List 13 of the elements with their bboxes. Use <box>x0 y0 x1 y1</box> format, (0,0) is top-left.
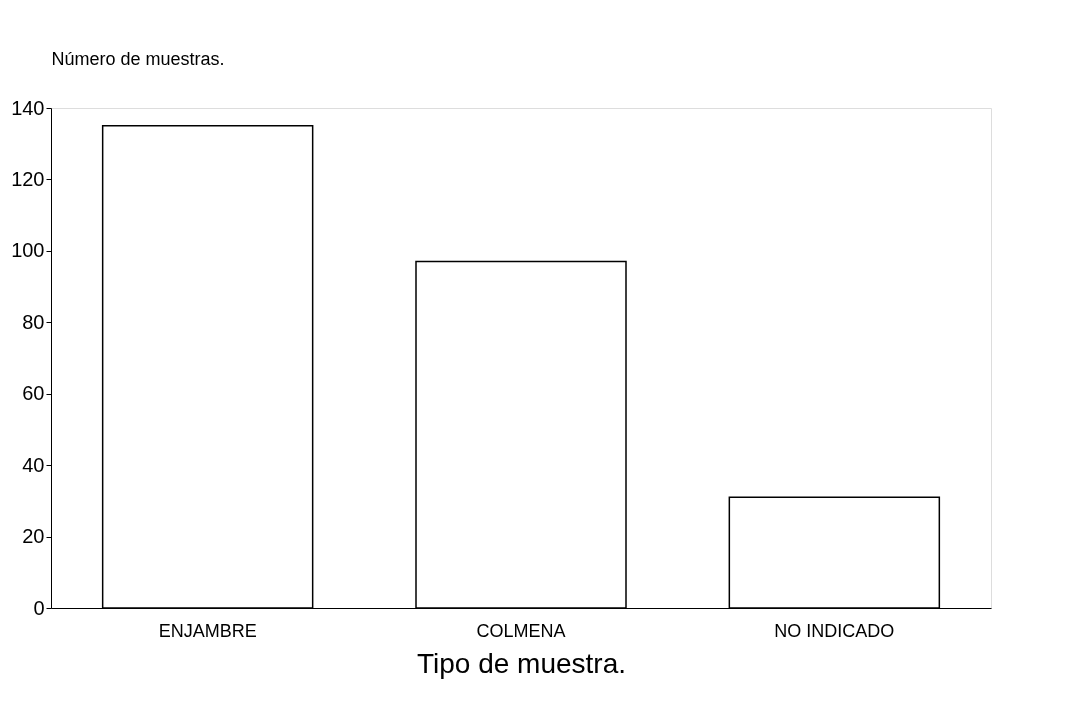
x-tick-label: ENJAMBRE <box>158 620 257 641</box>
y-tick-label: 100 <box>11 239 45 262</box>
y-tick-label: 0 <box>33 596 45 619</box>
y-tick-label: 140 <box>11 96 45 119</box>
y-axis-title: Número de muestras. <box>51 48 225 69</box>
y-tick-label: 80 <box>22 310 45 333</box>
y-tick-label: 120 <box>11 167 45 190</box>
x-tick-label: COLMENA <box>476 620 566 641</box>
x-tick-label: NO INDICADO <box>774 620 895 641</box>
y-tick-label: 40 <box>22 453 45 476</box>
x-axis-title: Tipo de muestra. <box>416 647 627 679</box>
y-tick-label: 60 <box>22 382 45 405</box>
y-tick-label: 20 <box>22 525 45 548</box>
